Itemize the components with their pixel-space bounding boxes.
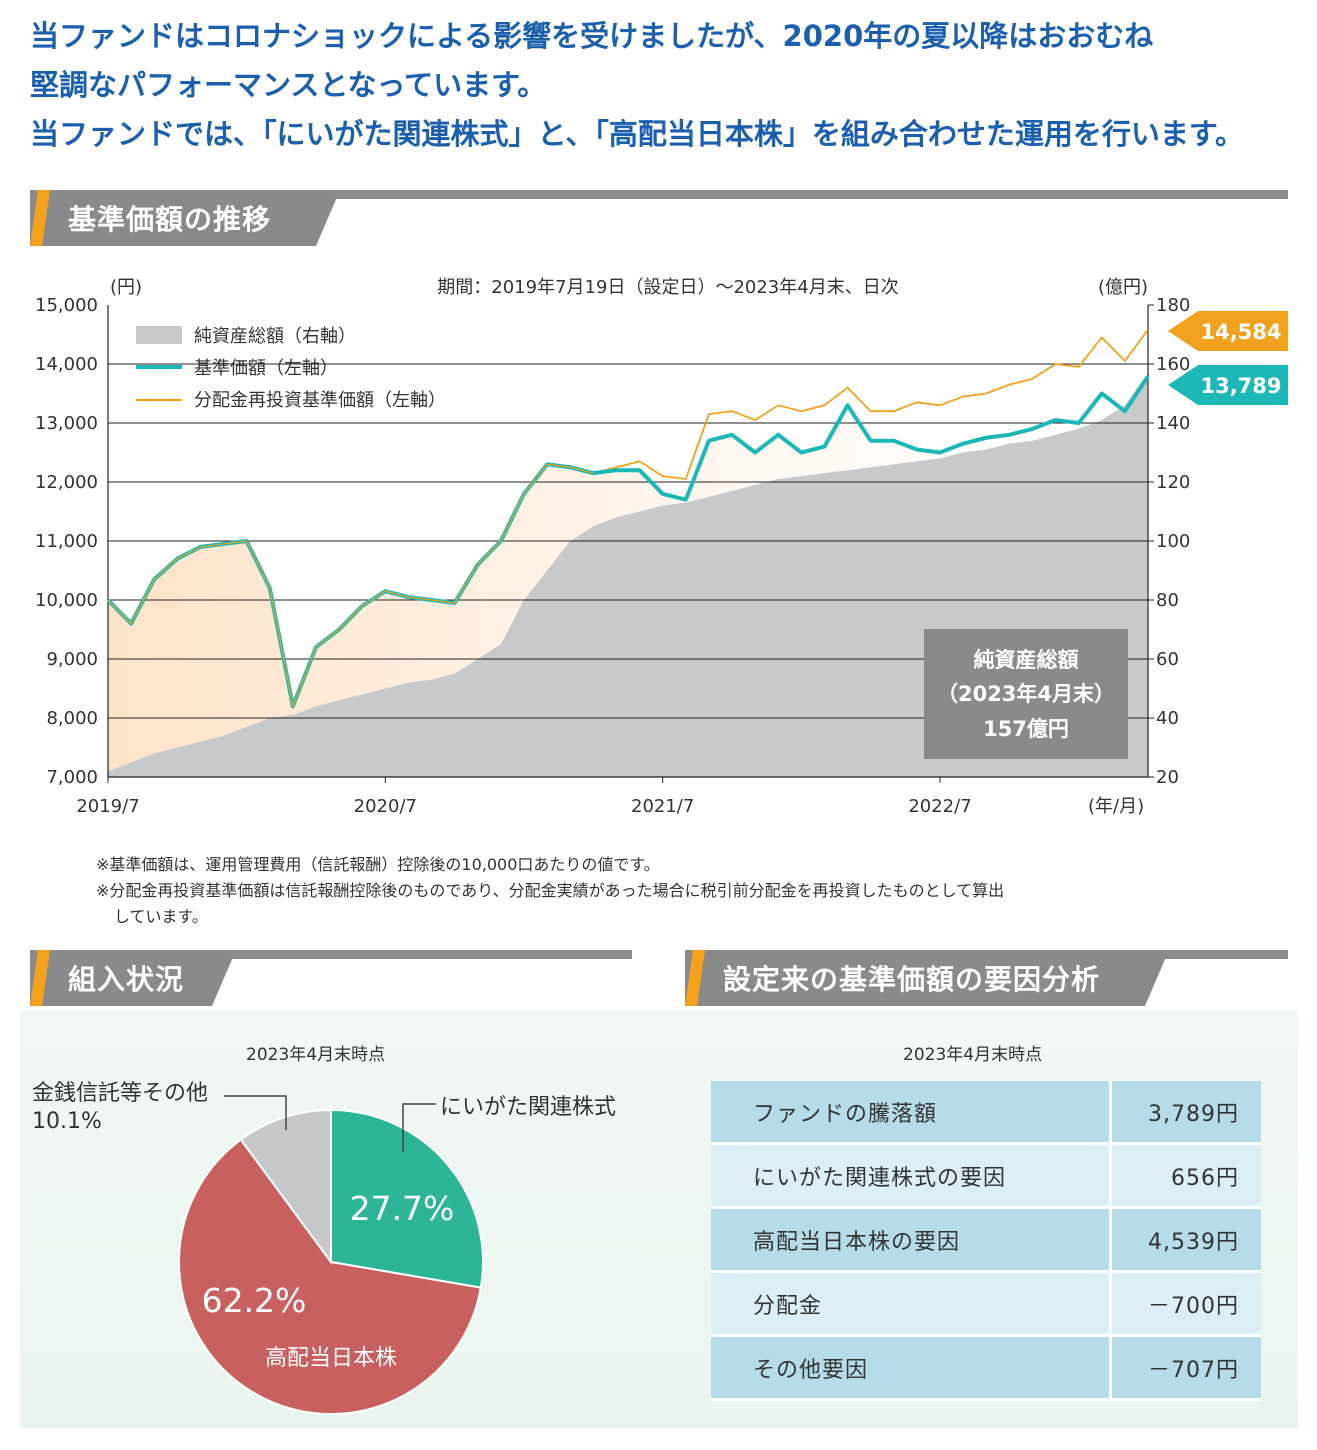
section-rule bbox=[30, 950, 632, 959]
footnote-1: ※基準価額は、運用管理費用（信託報酬）控除後の10,000口あたりの値です。 bbox=[96, 855, 660, 874]
y-left-tick: 14,000 bbox=[35, 354, 98, 375]
y-right-tick: 100 bbox=[1156, 531, 1190, 552]
factor-table: ファンドの騰落額 3,789円 にいがた関連株式の要因 656円 高配当日本株の… bbox=[711, 1081, 1261, 1401]
y-right-tick: 60 bbox=[1156, 649, 1179, 670]
table-row: 高配当日本株の要因 4,539円 bbox=[711, 1207, 1261, 1273]
nav-section-title: 基準価額の推移 bbox=[68, 203, 272, 236]
pie-value-high-dividend: 62.2% bbox=[202, 1281, 307, 1320]
factor-label: にいがた関連株式の要因 bbox=[711, 1143, 1111, 1209]
net-assets-line-2: （2023年4月末） bbox=[937, 682, 1115, 706]
series-area-net-assets bbox=[108, 372, 1148, 777]
net-assets-line-1: 純資産総額 bbox=[974, 648, 1079, 672]
legend-label-reinvested: 分配金再投資基準価額（左軸） bbox=[194, 390, 446, 411]
holdings-as-of: 2023年4月末時点 bbox=[246, 1045, 386, 1065]
y-right-tick: 40 bbox=[1156, 708, 1179, 729]
y-left-tick: 12,000 bbox=[35, 472, 98, 493]
left-axis-unit: (円) bbox=[110, 277, 142, 298]
y-left-tick: 15,000 bbox=[35, 295, 98, 316]
x-tick: 2020/7 bbox=[354, 796, 417, 817]
end-label-nav: 13,789 bbox=[1168, 365, 1288, 405]
pie-label-high-dividend: 高配当日本株 bbox=[265, 1346, 397, 1371]
chart-legend: 純資産総額（右軸） 基準価額（左軸） 分配金再投資基準価額（左軸） bbox=[136, 326, 446, 411]
legend-label-assets: 純資産総額（右軸） bbox=[194, 326, 356, 347]
factors-as-of: 2023年4月末時点 bbox=[903, 1045, 1043, 1065]
factor-value: －707円 bbox=[1109, 1335, 1261, 1401]
factor-value: 656円 bbox=[1109, 1143, 1261, 1209]
pie-slice-other bbox=[239, 1108, 332, 1266]
factor-value: 3,789円 bbox=[1109, 1081, 1261, 1145]
pie-slice-niigata bbox=[330, 1108, 484, 1289]
pie-slice-high-dividend bbox=[178, 1138, 482, 1415]
x-axis-unit: (年/月) bbox=[1088, 796, 1144, 817]
factor-label: 分配金 bbox=[711, 1271, 1111, 1337]
factors-section-header: 設定来の基準価額の要因分析 bbox=[685, 950, 1288, 1010]
net-assets-line-3: 157億円 bbox=[983, 717, 1069, 741]
table-row: その他要因 －707円 bbox=[711, 1335, 1261, 1401]
pie-chart: 金銭信託等その他 10.1% にいがた関連株式 27.7% 62.2% 高配当日… bbox=[32, 1081, 616, 1415]
leader-line-niigata bbox=[402, 1103, 436, 1152]
end-label-reinvested: 14,584 bbox=[1168, 311, 1288, 351]
right-axis-unit: (億円) bbox=[1098, 277, 1148, 298]
factor-value: 4,539円 bbox=[1109, 1207, 1261, 1273]
y-right-tick: 140 bbox=[1156, 413, 1190, 434]
y-right-tick: 120 bbox=[1156, 472, 1190, 493]
footnote-2: ※分配金再投資基準価額は信託報酬控除後のものであり、分配金実績があった場合に税引… bbox=[96, 881, 1005, 900]
pie-label-niigata: にいがた関連株式 bbox=[440, 1095, 616, 1120]
factor-value: －700円 bbox=[1109, 1271, 1261, 1337]
nav-chart: 7,000 8,000 9,000 10,000 11,000 12,000 13,000 1… bbox=[35, 277, 1288, 817]
x-tick: 2021/7 bbox=[631, 796, 694, 817]
pie-value-niigata: 27.7% bbox=[350, 1189, 455, 1228]
headline-line-1: 当ファンドはコロナショックによる影響を受けましたが、2020年の夏以降はおおむね bbox=[30, 19, 1154, 53]
table-row: ファンドの騰落額 3,789円 bbox=[711, 1081, 1261, 1145]
y-left-tick: 8,000 bbox=[46, 708, 98, 729]
factor-label: ファンドの騰落額 bbox=[711, 1081, 1111, 1145]
footnote-2-cont: しています。 bbox=[114, 907, 208, 926]
factor-label: 高配当日本株の要因 bbox=[711, 1207, 1111, 1273]
factor-label: その他要因 bbox=[711, 1335, 1111, 1401]
table-row: 分配金 －700円 bbox=[711, 1271, 1261, 1337]
y-left-tick: 13,000 bbox=[35, 413, 98, 434]
section-tab bbox=[30, 190, 340, 246]
section-tab bbox=[685, 950, 1169, 1006]
pie-value-other: 10.1% bbox=[32, 1109, 102, 1134]
y-right-tick: 80 bbox=[1156, 590, 1179, 611]
legend-label-nav: 基準価額（左軸） bbox=[194, 358, 338, 379]
y-left-tick: 7,000 bbox=[46, 767, 98, 788]
nav-section-header: 基準価額の推移 bbox=[30, 190, 1288, 250]
section-tab bbox=[30, 950, 236, 1006]
table-row: にいがた関連株式の要因 656円 bbox=[711, 1143, 1261, 1209]
x-tick: 2019/7 bbox=[76, 796, 139, 817]
headline: 当ファンドはコロナショックによる影響を受けましたが、2020年の夏以降はおおむね… bbox=[30, 12, 1300, 159]
chart-period: 期間：2019年7月19日（設定日）～2023年4月末、日次 bbox=[437, 277, 898, 298]
series-line-reinvested-overlay bbox=[107, 463, 594, 709]
y-left-tick: 10,000 bbox=[35, 590, 98, 611]
legend-swatch-assets bbox=[136, 326, 182, 344]
y-right-tick: 20 bbox=[1156, 767, 1179, 788]
headline-line-2: 堅調なパフォーマンスとなっています。 bbox=[30, 68, 547, 102]
y-left-tick: 11,000 bbox=[35, 531, 98, 552]
leader-line-other bbox=[224, 1095, 287, 1130]
section-rule bbox=[30, 190, 1288, 199]
x-tick: 2022/7 bbox=[908, 796, 971, 817]
y-left-tick: 9,000 bbox=[46, 649, 98, 670]
end-label-reinvested-text: 14,584 bbox=[1200, 320, 1281, 344]
holdings-section-title: 組入状況 bbox=[68, 963, 185, 996]
y-right-tick: 160 bbox=[1156, 354, 1190, 375]
factors-section-title: 設定来の基準価額の要因分析 bbox=[723, 963, 1101, 996]
net-assets-box: 純資産総額 （2023年4月末） 157億円 bbox=[924, 629, 1128, 759]
pie-label-other: 金銭信託等その他 bbox=[32, 1081, 208, 1106]
end-label-nav-text: 13,789 bbox=[1200, 374, 1281, 398]
y-right-tick: 180 bbox=[1156, 295, 1190, 316]
headline-line-3: 当ファンドでは、「にいがた関連株式」と、「高配当日本株」を組み合わせた運用を行い… bbox=[30, 117, 1244, 151]
holdings-section-header: 組入状況 bbox=[30, 950, 632, 1010]
